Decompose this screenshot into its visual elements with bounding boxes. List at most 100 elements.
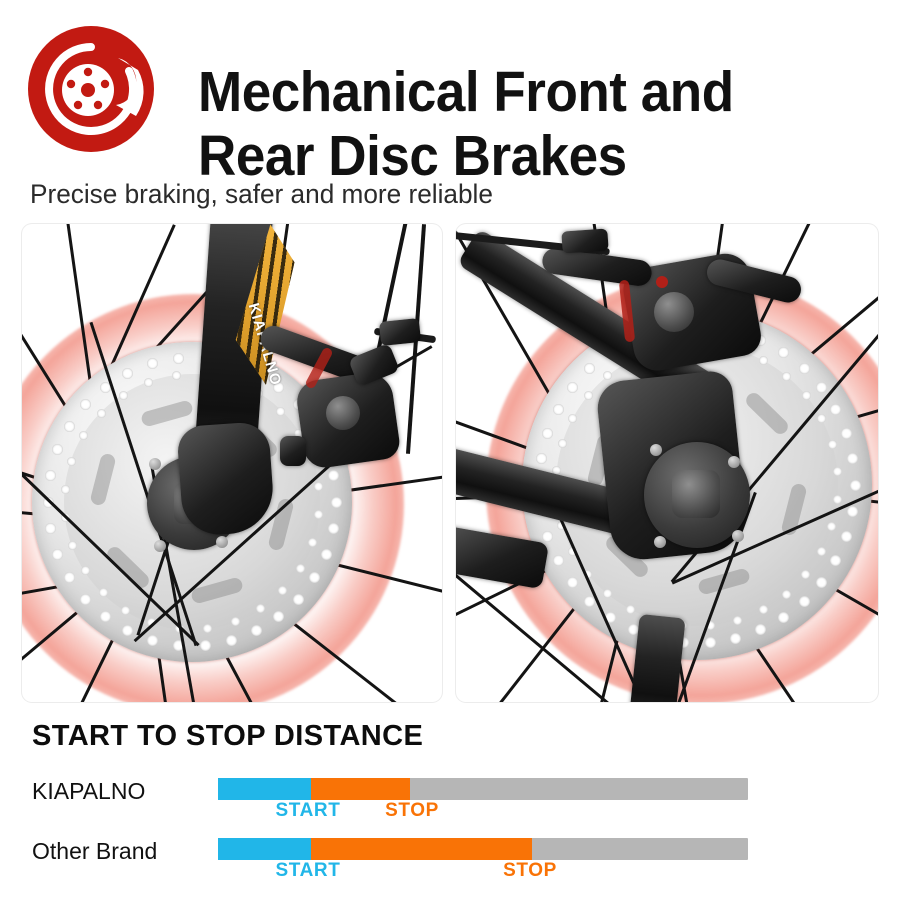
header: Mechanical Front and Rear Disc Brakes Pr… <box>0 0 900 220</box>
rotor-hole <box>777 347 789 359</box>
rear-caliper-bolt <box>654 292 694 332</box>
rotor-hole <box>801 391 811 401</box>
rotor-hole <box>827 439 837 449</box>
rotor-hole <box>64 420 76 432</box>
photo-gallery: KIAPALNO <box>22 224 878 702</box>
rotor-hole <box>122 367 134 379</box>
rotor-hole <box>557 439 567 449</box>
rotor-hole <box>313 510 323 520</box>
rotor-hole <box>678 636 690 648</box>
rotor-bolt <box>728 456 740 468</box>
stop-segment <box>311 838 532 860</box>
rotor-hole <box>52 548 64 560</box>
rotor-hole <box>68 540 78 550</box>
rotor-hole <box>847 505 859 517</box>
start-tick-label: START <box>275 860 341 881</box>
rotor-hole <box>816 547 826 557</box>
rotor-hole <box>566 382 578 394</box>
rotor-hole <box>830 404 842 416</box>
chart-title: START TO STOP DISTANCE <box>32 720 424 752</box>
distance-track <box>218 778 748 800</box>
front-brake-scene: KIAPALNO <box>22 224 442 702</box>
rotor-hole <box>754 624 766 636</box>
rotor-bolt <box>732 530 744 542</box>
rotor-hole <box>798 595 810 607</box>
rotor-hole <box>147 635 159 646</box>
rotor-hole <box>733 615 743 625</box>
rotor-hole <box>99 611 111 623</box>
rotor-hole <box>98 588 108 598</box>
rotor-hole <box>313 481 323 491</box>
chart-row-label: Other Brand <box>32 838 158 864</box>
rotor-hole <box>308 572 320 584</box>
rotor-hole <box>782 371 792 381</box>
rotor-hole <box>295 563 305 573</box>
rear-brake-scene <box>456 224 878 702</box>
rotor-hole <box>583 390 593 400</box>
rotor-hole <box>99 381 111 393</box>
rotor-hole <box>121 605 131 615</box>
rotor-hole <box>122 625 134 637</box>
rotor-hole <box>759 356 769 366</box>
rotor-hole <box>628 624 640 636</box>
rotor-hole <box>584 595 596 607</box>
rotor-hole <box>849 479 861 491</box>
rotor-hole <box>273 381 285 393</box>
rotor-hole <box>67 457 77 467</box>
brake-disc-icon <box>26 24 156 154</box>
rotor-hole <box>256 604 266 614</box>
rotor-hole <box>278 586 288 596</box>
rotor-hole <box>307 537 317 547</box>
rotor-hole <box>552 554 564 566</box>
rotor-hole <box>827 521 837 531</box>
rotor-hole <box>250 625 262 637</box>
rotor-hole <box>816 414 826 424</box>
rotor-hole <box>832 466 842 476</box>
rotor-hole <box>542 530 554 542</box>
rotor-hole <box>171 371 181 381</box>
rotor-hole <box>566 576 578 588</box>
rotor-hole <box>80 399 92 411</box>
rotor-hole <box>144 378 154 388</box>
rotor-hole <box>830 554 842 566</box>
distance-track <box>218 838 748 860</box>
rotor-hole <box>816 382 828 394</box>
rotor-hole <box>552 466 562 476</box>
chart-row-kiapalno: KIAPALNO START STOP <box>0 772 900 828</box>
rotor-hole <box>64 572 76 584</box>
rear-disc-brake-photo[interactable] <box>456 224 878 702</box>
rotor-hole <box>320 548 332 560</box>
front-disc-brake-photo[interactable]: KIAPALNO <box>22 224 442 702</box>
rotor-hole <box>294 428 304 438</box>
rotor-hole <box>230 616 240 626</box>
rotor-hole <box>96 408 106 418</box>
rotor-hole <box>798 363 810 375</box>
rotor-hole <box>276 406 286 416</box>
rotor-hole <box>203 623 213 633</box>
rotor-hole <box>44 522 56 534</box>
rotor-bolt <box>149 458 161 470</box>
rotor-hole <box>840 428 852 440</box>
rotor-hole <box>52 444 64 456</box>
stop-segment <box>311 778 410 800</box>
rotor-bolt <box>154 540 166 552</box>
page-subtitle: Precise braking, safer and more reliable <box>30 179 493 209</box>
rotor-hole <box>328 522 340 534</box>
start-segment <box>218 778 311 800</box>
rotor-hole <box>173 353 185 365</box>
caliper-pad-adjuster <box>347 342 401 388</box>
cable-barrel-adjuster <box>378 317 422 347</box>
rotor-hole <box>80 593 92 605</box>
rotor-hole <box>80 566 90 576</box>
rotor-bolt <box>216 536 228 548</box>
page-title: Mechanical Front and Rear Disc Brakes <box>198 60 840 188</box>
rotor-hole <box>801 570 811 580</box>
rotor-hole <box>583 569 593 579</box>
rotor-hole <box>816 576 828 588</box>
caliper-mount-bolt <box>280 436 306 466</box>
rotor-hole <box>542 428 554 440</box>
start-tick-label: START <box>275 800 341 821</box>
rotor-bolt <box>650 444 662 456</box>
rotor-hole <box>847 453 859 465</box>
rotor-hole <box>584 363 596 375</box>
